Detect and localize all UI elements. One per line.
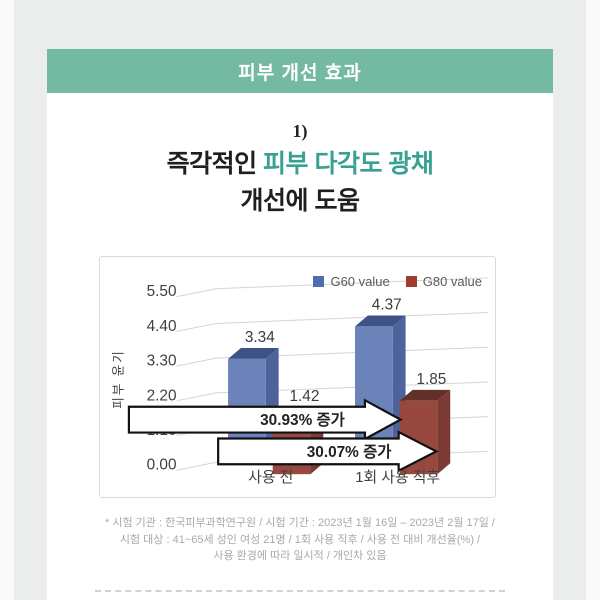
bar-g80-1-side [437, 389, 451, 475]
section-banner: 피부 개선 효과 [47, 49, 553, 93]
chart-y-axis-title: 피부 윤기 [111, 349, 126, 409]
section-number: 1) [292, 121, 308, 141]
chart-text: 0.00 [147, 457, 177, 474]
claim-heading-highlight: 피부 다각도 광채 [263, 150, 434, 178]
test-disclaimer: * 시험 기관 : 한국피부과학연구원 / 시험 기간 : 2023년 1월 1… [47, 515, 553, 565]
gridline [176, 277, 488, 298]
chart-text: 30.07% 증가 [307, 443, 392, 461]
chart-text: 4.37 [372, 297, 402, 314]
legend-swatch-g80-icon [405, 276, 417, 287]
legend-item-g80: G80 value [405, 274, 482, 289]
gridline [176, 346, 488, 367]
chart-text: 1회 사용 직후 [355, 469, 440, 486]
claim-heading-prefix: 즉각적인 [166, 150, 264, 178]
chart-legend: G60 value G80 value [313, 274, 482, 289]
bar-g80-1-top [399, 389, 451, 401]
legend-item-g60: G60 value [313, 274, 390, 289]
chart-text: 1.42 [289, 388, 319, 405]
dashed-divider [95, 590, 505, 592]
chart-text: 3.34 [245, 329, 275, 346]
section-banner-title: 피부 개선 효과 [238, 62, 362, 84]
chart-text: 5.50 [147, 283, 177, 300]
test-disclaimer-line3: 사용 환경에 따라 일시적 / 개인차 있음 [213, 550, 387, 562]
test-disclaimer-line1: * 시험 기관 : 한국피부과학연구원 / 시험 기간 : 2023년 1월 1… [105, 517, 495, 529]
legend-label-g80: G80 value [422, 274, 482, 289]
chart-text: 30.93% 증가 [260, 411, 345, 429]
increase-arrow-1 [127, 398, 403, 441]
bar-g60-0-top [228, 347, 279, 359]
bar-g60-1-top [355, 315, 406, 327]
legend-label-g60: G60 value [330, 274, 390, 289]
claim-heading-line2: 개선에 도움 [240, 187, 360, 215]
claim-heading-line1: 즉각적인 피부 다각도 광채 [47, 146, 553, 183]
chart-text: 3.30 [147, 353, 177, 370]
chart-text: 2.20 [147, 387, 177, 404]
chart-text: 4.40 [147, 318, 177, 335]
increase-arrow-2 [217, 430, 439, 473]
test-disclaimer-line2: 시험 대상 : 41~65세 성인 여성 21명 / 1회 사용 직후 / 사용… [119, 533, 481, 546]
legend-swatch-g60-icon [313, 276, 325, 287]
gridline [176, 312, 488, 332]
chart-text: 1.85 [416, 371, 446, 388]
content-card: 피부 개선 효과 1) 즉각적인 피부 다각도 광채 개선에 도움 5.50 4.… [47, 49, 553, 600]
claim-heading: 즉각적인 피부 다각도 광채 개선에 도움 [47, 146, 553, 220]
chart-text: 사용 전 [248, 469, 293, 486]
